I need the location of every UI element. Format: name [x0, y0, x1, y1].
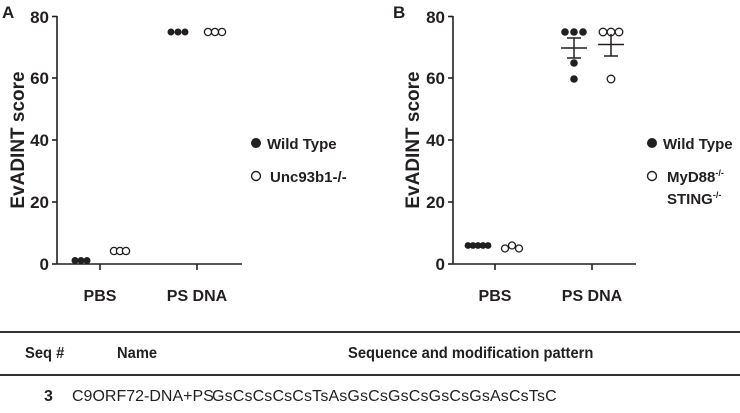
- panel-a-label: A: [2, 3, 14, 22]
- table-header-seq-num: Seq #: [25, 345, 65, 362]
- panel-a-wt-pbs-points: [71, 257, 91, 264]
- panel-b-legend-wt: Wild Type: [663, 136, 733, 153]
- panel-b-legend-ko-line2: STING-/-: [667, 190, 721, 208]
- table-row-seq-num: 3: [44, 388, 53, 405]
- panel-a-legend-wt: Wild Type: [267, 136, 337, 153]
- panel-a-legend: Wild Type Unc93b1-/-: [250, 136, 347, 186]
- panel-a-ytick-40: 40: [30, 131, 49, 150]
- panel-b-ytick-0: 0: [436, 255, 445, 274]
- panel-a: A EvADINT score 0 20 40 60 80 PBS PS DNA: [2, 3, 347, 305]
- table-header-sequence: Sequence and modification pattern: [348, 345, 594, 362]
- panel-b-xtick-pbs: PBS: [479, 288, 512, 305]
- panel-b-label: B: [393, 3, 405, 22]
- panel-b: B EvADINT score 0 20 40 60 80 PBS PS DNA: [393, 3, 733, 305]
- panel-a-ko-psdna-points: [203, 27, 227, 37]
- panel-b-wt-psdna-points: [561, 28, 587, 83]
- panel-a-ytick-80: 80: [30, 8, 49, 27]
- table-top-rule: [0, 331, 740, 333]
- panel-b-legend: Wild Type MyD88-/- STING-/-: [646, 136, 733, 208]
- panel-b-ko-psdna-errorbar: [598, 34, 624, 57]
- legend-open-circle-icon: [250, 170, 262, 182]
- panel-a-ytick-20: 20: [30, 193, 49, 212]
- panel-b-ytick-40: 40: [426, 131, 445, 150]
- panel-a-ytick-0: 0: [40, 255, 49, 274]
- panel-b-xtick-psdna: PS DNA: [562, 288, 623, 305]
- panel-a-ytick-60: 60: [30, 69, 49, 88]
- panel-b-legend-ko-line1: MyD88-/-: [667, 168, 724, 186]
- panel-a-xtick-psdna: PS DNA: [167, 288, 228, 305]
- panel-a-wt-psdna-points: [167, 28, 189, 36]
- panel-b-ytick-60: 60: [426, 69, 445, 88]
- panel-a-ylabel: EvADINT score: [8, 71, 29, 208]
- table-row-pattern: GsCsCsCsCsTsAsGsCsGsCsGsCsGsAsCsTsC: [212, 388, 557, 405]
- panel-b-wt-psdna-errorbar: [561, 37, 587, 59]
- panel-b-ko-pbs-points: [500, 241, 524, 253]
- panel-a-legend-ko: Unc93b1-/-: [270, 169, 347, 186]
- legend-filled-circle-icon: [647, 138, 657, 148]
- panel-b-ylabel: EvADINT score: [403, 71, 424, 208]
- table-header-name: Name: [117, 345, 158, 362]
- panel-a-yticks: [52, 15, 57, 265]
- table-row-name: C9ORF72-DNA+PS: [72, 388, 214, 405]
- panel-b-ytick-20: 20: [426, 193, 445, 212]
- legend-filled-circle-icon: [251, 138, 261, 148]
- panel-b-ko-psdna-points: [598, 27, 624, 84]
- legend-open-circle-icon: [646, 170, 658, 182]
- panel-b-wt-pbs-points: [464, 242, 492, 249]
- panel-a-ko-pbs-points: [109, 246, 131, 256]
- panel-b-ytick-80: 80: [426, 8, 445, 27]
- panel-a-xtick-pbs: PBS: [84, 288, 117, 305]
- table-header-rule: [0, 374, 740, 376]
- figure: A EvADINT score 0 20 40 60 80 PBS PS DNA: [2, 3, 733, 305]
